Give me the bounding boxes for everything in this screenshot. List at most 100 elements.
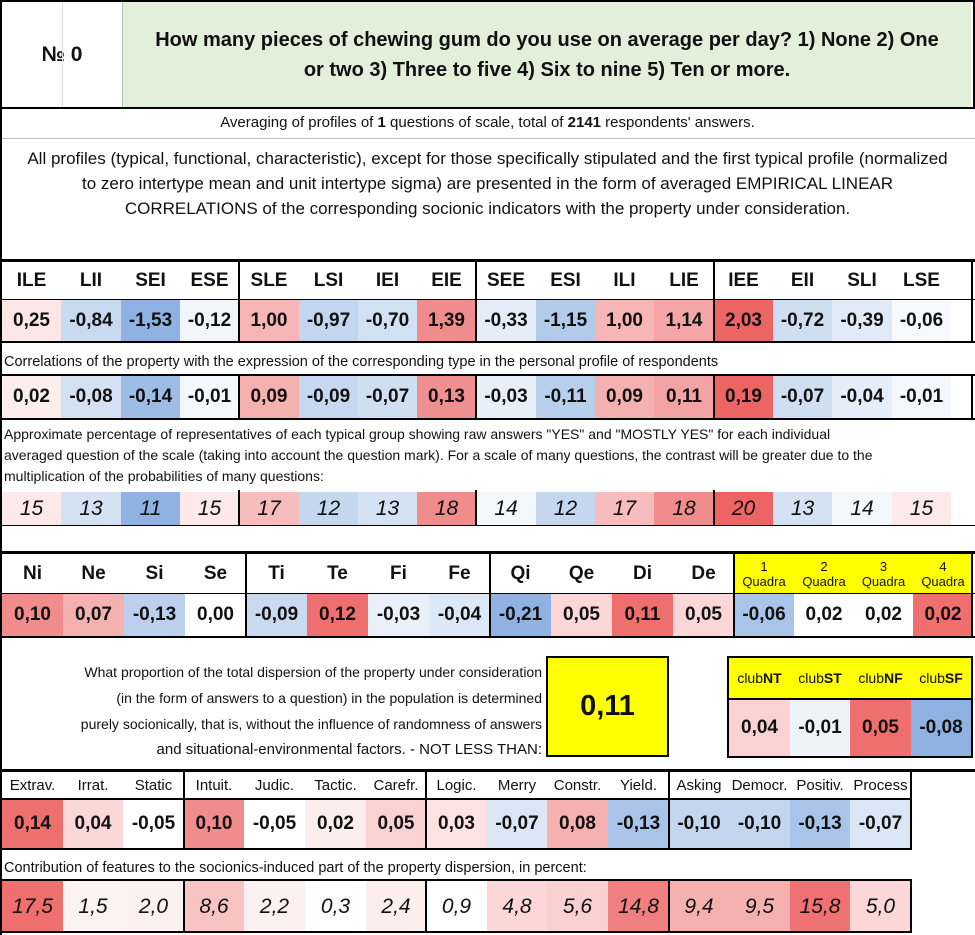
- trait-header: Process: [850, 772, 911, 798]
- trait-value-cell-text: 0,02: [317, 813, 354, 834]
- summary-line: Averaging of profiles of 1 questions of …: [0, 114, 975, 136]
- type-header-text: LSE: [903, 270, 940, 291]
- function-value-cell: -0,09: [246, 594, 307, 636]
- dispersion-value-box: 0,11: [546, 656, 669, 757]
- percent-note: Approximate percentage of representative…: [4, 424, 964, 487]
- type-profile-cell-text: -0,97: [306, 309, 351, 331]
- type-profile-cell: -0,70: [358, 300, 417, 341]
- trait-value-cell-text: -0,13: [798, 813, 842, 834]
- trait-value-cell-text: -0,07: [495, 813, 539, 834]
- contrib-group-divider: [425, 879, 427, 933]
- trait-value-cell-text: -0,10: [737, 813, 782, 834]
- trait-value-cell: 0,04: [63, 800, 123, 848]
- club-prefix: club: [919, 670, 945, 686]
- club-prefix: club: [798, 670, 824, 686]
- function-header-text: Se: [203, 563, 228, 584]
- function-value-cell: 0,05: [551, 594, 612, 636]
- type-profile-cell-text: -1,53: [128, 309, 173, 331]
- dispersion-line-1: What proportion of the total dispersion …: [84, 664, 542, 680]
- trait-header-text: Yield.: [620, 776, 657, 794]
- function-header: Qi: [490, 554, 551, 594]
- question-box: How many pieces of chewing gum do you us…: [122, 2, 971, 107]
- type-profile-cell-text: -0,12: [187, 309, 232, 331]
- corr-top: [0, 374, 975, 376]
- type-percent-cell-text: 14: [850, 497, 874, 520]
- type-correlation-cell-text: -0,07: [780, 386, 825, 407]
- function-header: Qe: [551, 554, 612, 594]
- type-percent-cell-text: 15: [19, 497, 44, 520]
- trait-value-cell: 0,02: [305, 800, 366, 848]
- club-name: ST: [823, 670, 842, 686]
- function-header: Si: [124, 554, 185, 594]
- type-header-text: IEI: [375, 270, 400, 291]
- clubs-right: [971, 656, 973, 758]
- correlation-note-text: Correlations of the property with the ex…: [4, 354, 719, 370]
- trait-value-cell-text: 0,10: [195, 813, 233, 834]
- trait-value-cell: 0,03: [426, 800, 487, 848]
- trait-value-cell: -0,13: [608, 800, 669, 848]
- types-group-divider: [713, 259, 715, 343]
- type-correlation-cell-text: -0,14: [128, 386, 173, 407]
- summary-count: 1: [377, 114, 386, 131]
- trait-header: Irrat.: [63, 772, 123, 798]
- summary-post: respondents' answers.: [601, 114, 755, 131]
- type-correlation-cell-text: 0,11: [666, 386, 702, 407]
- type-header-text: ESI: [550, 270, 581, 291]
- clubs-left: [727, 656, 729, 758]
- dispersion-text: What proportion of the total dispersion …: [20, 659, 542, 763]
- function-header: Ti: [246, 554, 307, 594]
- function-header-text: De: [691, 563, 716, 584]
- type-profile-cell-text: 1,00: [606, 309, 643, 331]
- club-value-cell: -0,08: [911, 700, 971, 756]
- function-header: Te: [307, 554, 368, 594]
- function-value-cell: -0,13: [124, 594, 185, 636]
- left-border: [0, 109, 2, 935]
- trait-value-cell: -0,07: [850, 800, 911, 848]
- types-group-divider: [475, 259, 477, 343]
- type-correlation-cell-text: 0,13: [428, 386, 465, 407]
- function-header-text: Fi: [390, 563, 407, 584]
- intro-paragraph: All profiles (typical, functional, chara…: [27, 149, 948, 218]
- type-correlation-cell-text: 0,02: [13, 386, 50, 407]
- function-value-cell-text: -0,04: [437, 604, 482, 625]
- function-header: Ne: [63, 554, 124, 594]
- function-value-cell-text: 0,05: [563, 604, 600, 625]
- type-header-text: ESE: [190, 270, 229, 291]
- quadra-value-cell: 0,02: [854, 594, 913, 636]
- percent-note-line-1: Approximate percentage of representative…: [4, 426, 831, 442]
- trait-header-text: Carefr.: [373, 776, 419, 794]
- function-value-cell-text: 0,12: [319, 604, 356, 625]
- type-header-text: SLI: [847, 270, 877, 291]
- function-value-cell-text: 0,05: [685, 604, 722, 625]
- summary-pre: Averaging of profiles of: [220, 114, 378, 131]
- type-correlation-cell: -0,07: [773, 376, 832, 418]
- type-correlation-cell-text: -0,11: [544, 386, 587, 407]
- function-value-cell: 0,10: [2, 594, 63, 636]
- pct-bottom: [0, 525, 975, 526]
- type-profile-cell: 0,25: [2, 300, 61, 341]
- quadra-value-cell-text: -0,06: [742, 604, 786, 625]
- pct-group-divider: [713, 490, 715, 526]
- trait-header: Logic.: [426, 772, 487, 798]
- type-header: ILE: [2, 262, 61, 300]
- trait-header-text: Irrat.: [77, 776, 109, 794]
- type-correlation-cell: -0,09: [299, 376, 358, 418]
- types-right-border: [971, 259, 973, 343]
- contrib-group-divider: [183, 879, 185, 933]
- functions-bottom-rule: [0, 636, 975, 638]
- trait-contribution-cell: 9,4: [669, 881, 729, 933]
- type-percent-cell: 17: [595, 492, 654, 526]
- clubs-top: [727, 656, 973, 658]
- trait-header: Judic.: [244, 772, 305, 798]
- function-value-cell-text: -0,21: [498, 604, 543, 625]
- clubs-bottom: [727, 756, 973, 758]
- type-percent-cell: 12: [536, 492, 595, 526]
- quadra-value-cell: -0,06: [734, 594, 794, 636]
- function-value-cell: 0,00: [185, 594, 246, 636]
- corr-bottom: [0, 418, 975, 420]
- trait-header-text: Intuit.: [195, 776, 233, 794]
- type-percent-cell: 13: [358, 492, 417, 526]
- trait-value-cell-text: 0,14: [14, 813, 51, 834]
- type-header: EIE: [417, 262, 476, 300]
- functions-top-rule: [0, 551, 975, 554]
